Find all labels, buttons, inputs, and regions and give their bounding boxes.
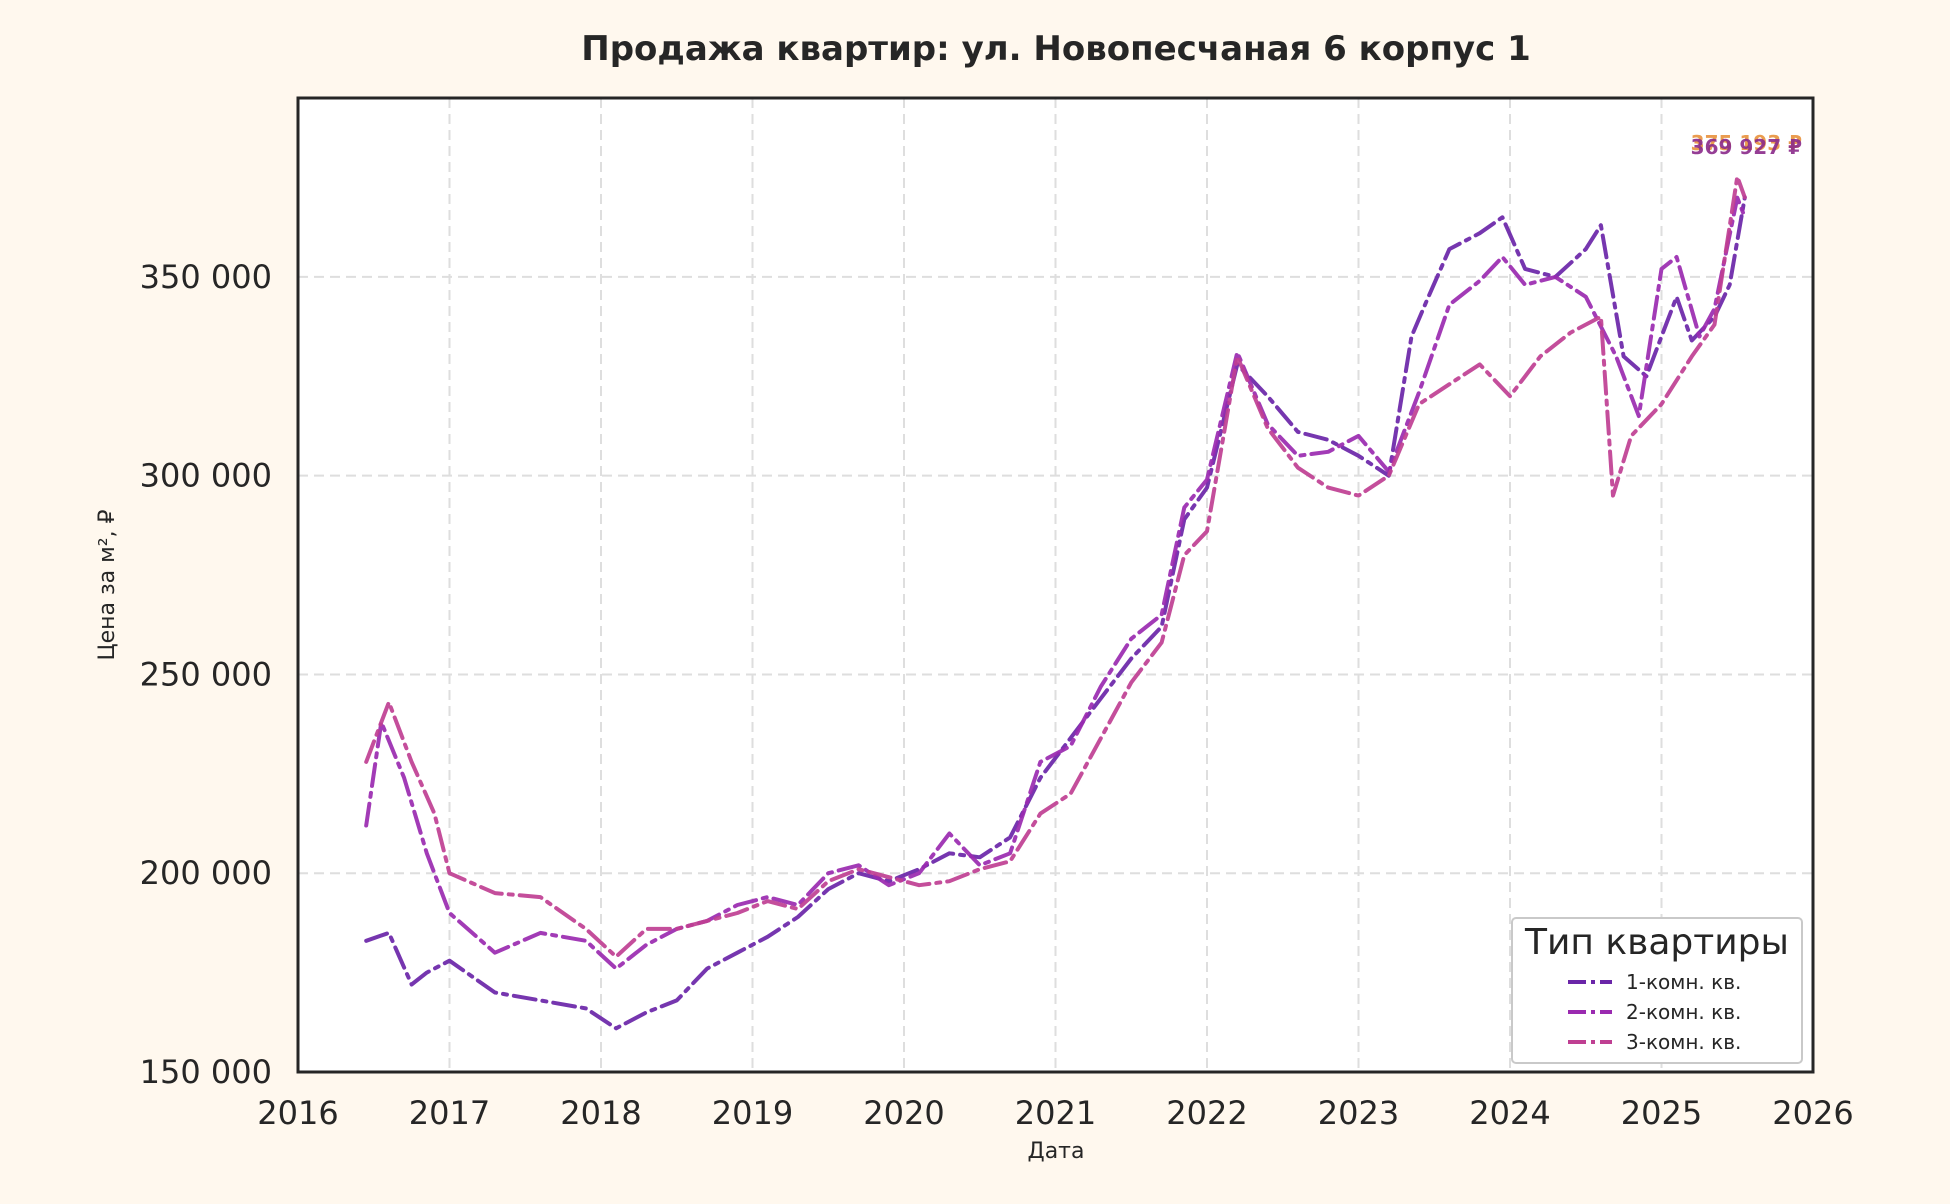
x-tick-label: 2020	[863, 1094, 944, 1132]
x-tick-label: 2019	[712, 1094, 793, 1132]
y-tick-label: 300 000	[140, 457, 272, 495]
x-tick-label: 2023	[1318, 1094, 1399, 1132]
end-value-label: 375 193 ₽	[1691, 131, 1802, 155]
x-tick-label: 2016	[257, 1094, 338, 1132]
legend-title: Тип квартиры	[1524, 922, 1789, 963]
legend-label: 2-комн. кв.	[1626, 1000, 1741, 1024]
end-value-label: 369 927 ₽	[1691, 135, 1802, 159]
y-axis-label: Цена за м², ₽	[95, 509, 120, 660]
x-tick-label: 2026	[1772, 1094, 1853, 1132]
x-tick-label: 2017	[409, 1094, 490, 1132]
chart-title: Продажа квартир: ул. Новопесчаная 6 корп…	[581, 29, 1531, 69]
plot-frame	[296, 96, 1815, 1074]
x-tick-label: 2021	[1015, 1094, 1096, 1132]
x-tick-label: 2024	[1469, 1094, 1550, 1132]
x-tick-label: 2018	[560, 1094, 641, 1132]
y-tick-label: 200 000	[140, 854, 272, 892]
x-axis-label: Дата	[1028, 1139, 1085, 1164]
legend-items: 1-комн. кв. 2-комн. кв. 3-комн. кв.	[1568, 970, 1741, 1054]
end-labels: 375 193 ₽369 927 ₽	[1691, 131, 1802, 159]
x-tick-label: 2022	[1166, 1094, 1247, 1132]
y-tick-label: 150 000	[140, 1053, 272, 1091]
y-tick-label: 350 000	[140, 258, 272, 296]
legend-label: 1-комн. кв.	[1626, 970, 1741, 994]
series-line-2	[364, 195, 1747, 971]
legend-box	[1511, 917, 1803, 1064]
x-tick-label: 2025	[1621, 1094, 1702, 1132]
series-line-3	[364, 174, 1747, 959]
legend-label: 3-комн. кв.	[1626, 1030, 1741, 1054]
series-line-1	[364, 195, 1747, 1031]
legend: Тип квартиры 1-комн. кв. 2-комн. кв. 3-ком…	[1511, 917, 1803, 1064]
axis-ticks: 2016 2017 2018 2019 2020 2021 2022 2023 2024 2025…	[140, 258, 1854, 1132]
series-lines	[364, 174, 1747, 1031]
y-tick-label: 250 000	[140, 655, 272, 693]
